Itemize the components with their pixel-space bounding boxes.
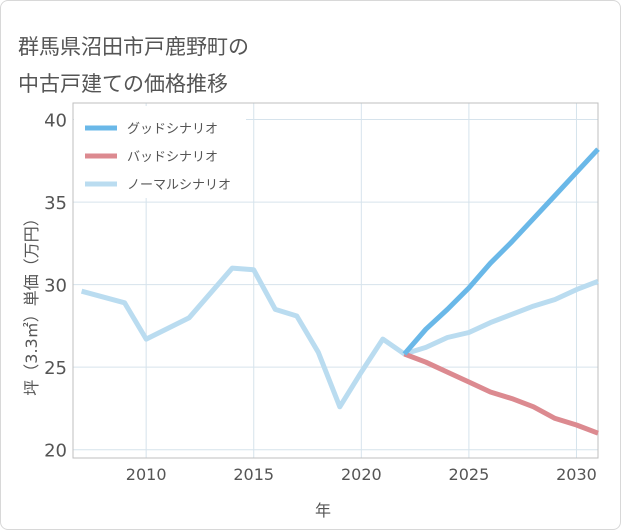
series-line-3 bbox=[80, 265, 599, 410]
y-tick-label: 40 bbox=[44, 111, 67, 132]
y-tick-label: 25 bbox=[44, 358, 67, 379]
chart-title-line-2: 中古戸建ての価格推移 bbox=[18, 72, 228, 97]
x-tick-label: 2030 bbox=[556, 465, 597, 484]
y-tick-label: 30 bbox=[44, 276, 67, 297]
series-line-1 bbox=[402, 147, 600, 356]
x-tick-label: 2015 bbox=[233, 465, 274, 484]
x-tick-label: 2010 bbox=[126, 465, 167, 484]
x-tick-label: 2020 bbox=[341, 465, 382, 484]
legend-label: ノーマルシナリオ bbox=[127, 178, 231, 193]
plot-area-border bbox=[72, 102, 599, 459]
x-axis-label: 年 bbox=[314, 501, 332, 520]
legend-label: バッドシナリオ bbox=[127, 150, 218, 165]
chart-title-line-1: 群馬県沼田市戸鹿野町の bbox=[18, 35, 249, 60]
y-tick-label: 35 bbox=[44, 193, 67, 214]
x-tick-label: 2025 bbox=[449, 465, 490, 484]
y-tick-label: 20 bbox=[44, 441, 67, 462]
y-axis-label: 坪（3.3㎡）単価（万円） bbox=[22, 210, 41, 396]
chart-title: 群馬県沼田市戸鹿野町の 中古戸建ての価格推移 bbox=[18, 29, 598, 103]
series-lines bbox=[80, 147, 600, 436]
series-line-2 bbox=[403, 351, 599, 436]
legend-label: グッドシナリオ bbox=[127, 122, 218, 137]
